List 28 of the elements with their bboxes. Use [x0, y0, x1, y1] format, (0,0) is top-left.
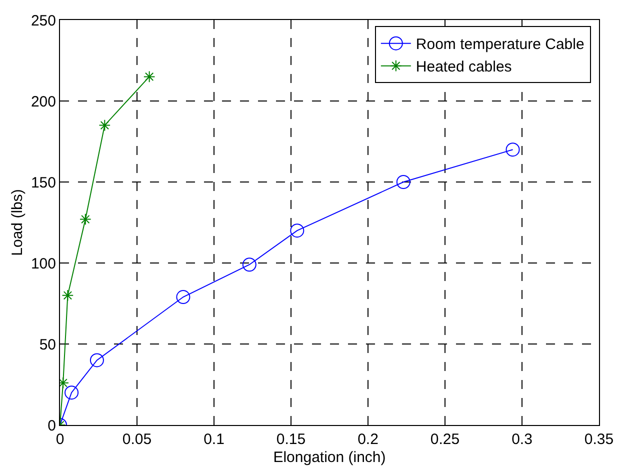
x-tick-label: 0.3 [512, 431, 532, 448]
point [176, 290, 190, 304]
point [98, 119, 111, 132]
y-tick-label: 50 [39, 336, 56, 354]
x-tick-label: 0.2 [358, 431, 378, 448]
point [242, 258, 256, 272]
point [64, 386, 79, 400]
point [396, 175, 410, 189]
y-tick-label: 250 [30, 12, 56, 30]
x-axis-title: Elongation (inch) [273, 449, 386, 466]
x-tick-label: 0.35 [584, 431, 614, 448]
point [143, 70, 156, 83]
y-tick-label: 0 [48, 417, 56, 434]
x-tick-label: 0.05 [122, 431, 152, 448]
y-tick-label: 200 [30, 93, 56, 110]
y-axis-title: Load (lbs) [9, 189, 26, 256]
point [90, 353, 104, 368]
legend-label: Heated cables [416, 58, 512, 76]
x-tick-label: 0.25 [430, 431, 460, 448]
x-tick-label: 0.1 [204, 431, 224, 448]
point [80, 213, 92, 226]
legend-label: Room temperature Cable [416, 36, 584, 54]
x-tick-label: 0.15 [276, 431, 306, 448]
point [506, 142, 520, 157]
y-tick-label: 100 [30, 255, 56, 272]
point [62, 290, 74, 302]
point [290, 224, 304, 238]
y-tick-label: 150 [30, 174, 56, 192]
